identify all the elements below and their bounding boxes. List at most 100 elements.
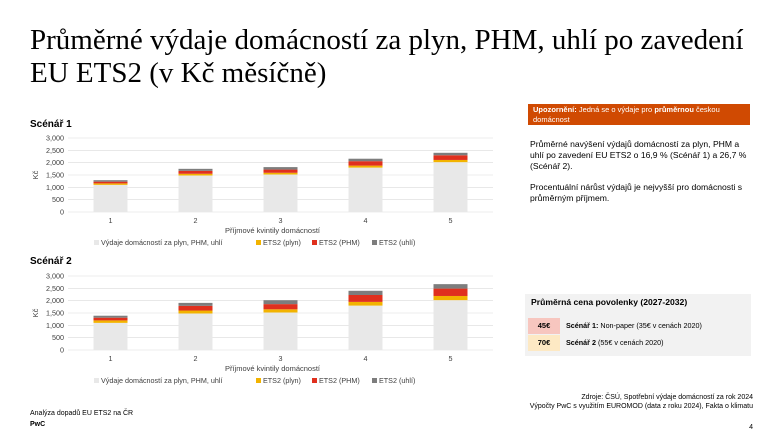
warning-banner: Upozornění: Jedná se o výdaje pro průměr… — [528, 104, 750, 125]
bar-segment — [263, 167, 298, 170]
legend-swatch — [256, 378, 261, 383]
x-axis-label: Příjmové kvintily domácností — [225, 226, 321, 235]
bar-segment — [93, 322, 128, 350]
legend-label: Výdaje domácností za plyn, PHM, uhlí — [101, 376, 222, 385]
bar-segment — [348, 167, 383, 212]
y-tick-label: 3,000 — [46, 272, 64, 281]
bar-segment — [178, 170, 213, 174]
bar-segment — [93, 315, 128, 318]
legend-swatch — [372, 378, 377, 383]
warning-bold: průměrnou — [654, 105, 694, 114]
bar-segment — [263, 300, 298, 305]
x-tick-label: 1 — [109, 354, 113, 363]
y-tick-label: 500 — [52, 333, 64, 342]
legend-swatch — [372, 240, 377, 245]
bar-segment — [348, 290, 383, 295]
y-tick-label: 2,000 — [46, 296, 64, 305]
bar-segment — [348, 301, 383, 306]
price-box-title: Průměrná cena povolenky (2027-2032) — [531, 297, 688, 307]
legend-swatch — [94, 378, 99, 383]
y-tick-label: 500 — [52, 195, 64, 204]
x-tick-label: 2 — [194, 216, 198, 225]
bar-segment — [433, 295, 468, 301]
source-line-2: Výpočty PwC s využitím EUROMOD (data z r… — [529, 403, 753, 410]
footer-report-name: Analýza dopadů EU ETS2 na ČR — [30, 410, 134, 417]
legend-label: ETS2 (plyn) — [263, 238, 301, 247]
bar-segment — [348, 158, 383, 162]
x-axis-label: Příjmové kvintily domácností — [225, 364, 321, 373]
y-tick-label: 2,500 — [46, 284, 64, 293]
scenario2-label: Scénář 2 — [30, 256, 72, 267]
legend-label: Výdaje domácností za plyn, PHM, uhlí — [101, 238, 222, 247]
y-tick-label: 1,500 — [46, 309, 64, 318]
bar-segment — [93, 181, 128, 184]
bar-segment — [263, 172, 298, 175]
y-axis-label: Kč — [31, 308, 40, 317]
bar-segment — [348, 161, 383, 166]
warning-text-2: českou domácnost — [533, 105, 720, 124]
legend-label: ETS2 (PHM) — [319, 238, 360, 247]
x-tick-label: 3 — [279, 216, 283, 225]
bar-segment — [433, 155, 468, 160]
bar-segment — [433, 284, 468, 289]
bar-segment — [93, 184, 128, 212]
y-tick-label: 3,000 — [46, 134, 64, 143]
bar-segment — [348, 294, 383, 302]
bar-segment — [433, 162, 468, 212]
y-tick-label: 0 — [60, 208, 64, 217]
price-row-desc: Non-paper (35€ v cenách 2020) — [598, 321, 702, 330]
price-row-label: Scénář 2 — [566, 338, 596, 347]
page-title: Průměrné výdaje domácností za plyn, PHM,… — [30, 24, 744, 89]
bar-segment — [348, 165, 383, 168]
legend-swatch — [312, 240, 317, 245]
bar-segment — [263, 304, 298, 310]
legend-label: ETS2 (uhlí) — [379, 376, 415, 385]
y-tick-label: 0 — [60, 346, 64, 355]
bar-segment — [263, 309, 298, 313]
bar-segment — [178, 305, 213, 311]
y-tick-label: 1,500 — [46, 171, 64, 180]
x-tick-label: 5 — [449, 354, 453, 363]
warning-text-1: Jedná se o výdaje pro — [576, 105, 655, 114]
bar-segment — [433, 152, 468, 156]
price-row-scenario-1: 45€ Scénář 1: Non-paper (35€ v cenách 20… — [528, 318, 746, 334]
price-pill: 70€ — [528, 335, 560, 351]
footer-brand: PwC — [30, 421, 46, 428]
warning-prefix: Upozornění: — [533, 105, 577, 114]
bar-segment — [93, 317, 128, 321]
x-tick-label: 4 — [364, 216, 368, 225]
summary-paragraph-2: Procentuální nárůst výdajů je nejvyšší p… — [530, 182, 743, 203]
x-tick-label: 3 — [279, 354, 283, 363]
summary-paragraph-1: Průměrné navýšení výdajů domácností za p… — [530, 139, 747, 171]
scenario1-label: Scénář 1 — [30, 119, 72, 130]
source-note: Zdroje: ČSÚ, Spotřební výdaje domácností… — [530, 393, 753, 411]
y-tick-label: 1,000 — [46, 321, 64, 330]
y-tick-label: 2,000 — [46, 158, 64, 167]
bar-segment — [178, 173, 213, 176]
price-row-desc: (55€ v cenách 2020) — [595, 338, 664, 347]
bar-segment — [263, 169, 298, 173]
bar-segment — [93, 180, 128, 182]
bar-segment — [433, 300, 468, 350]
bar-segment — [93, 183, 128, 185]
source-line-1: Zdroje: ČSÚ, Spotřební výdaje domácností… — [581, 394, 753, 401]
price-row-scenario-2: 70€ Scénář 2 (55€ v cenách 2020) — [528, 335, 746, 351]
x-tick-label: 2 — [194, 354, 198, 363]
bar-segment — [263, 312, 298, 350]
legend-swatch — [94, 240, 99, 245]
bar-segment — [178, 175, 213, 212]
y-tick-label: 1,000 — [46, 183, 64, 192]
allowance-price-box: Průměrná cena povolenky (2027-2032) 45€ … — [525, 294, 751, 356]
chart-scenario-1: 0 500 1,000 1,500 2,000 2,500 3,000 Kč 1 2 3 4 5 Příj… — [31, 134, 493, 247]
y-tick-label: 2,500 — [46, 146, 64, 155]
y-axis-label: Kč — [31, 170, 40, 179]
x-tick-label: 5 — [449, 216, 453, 225]
legend-label: ETS2 (uhlí) — [379, 238, 415, 247]
bar-segment — [178, 310, 213, 314]
legend-label: ETS2 (plyn) — [263, 376, 301, 385]
price-row-label: Scénář 1: — [566, 321, 599, 330]
bar-segment — [433, 288, 468, 296]
bar-segment — [93, 320, 128, 323]
page-number: 4 — [749, 424, 753, 431]
bar-segment — [433, 159, 468, 163]
